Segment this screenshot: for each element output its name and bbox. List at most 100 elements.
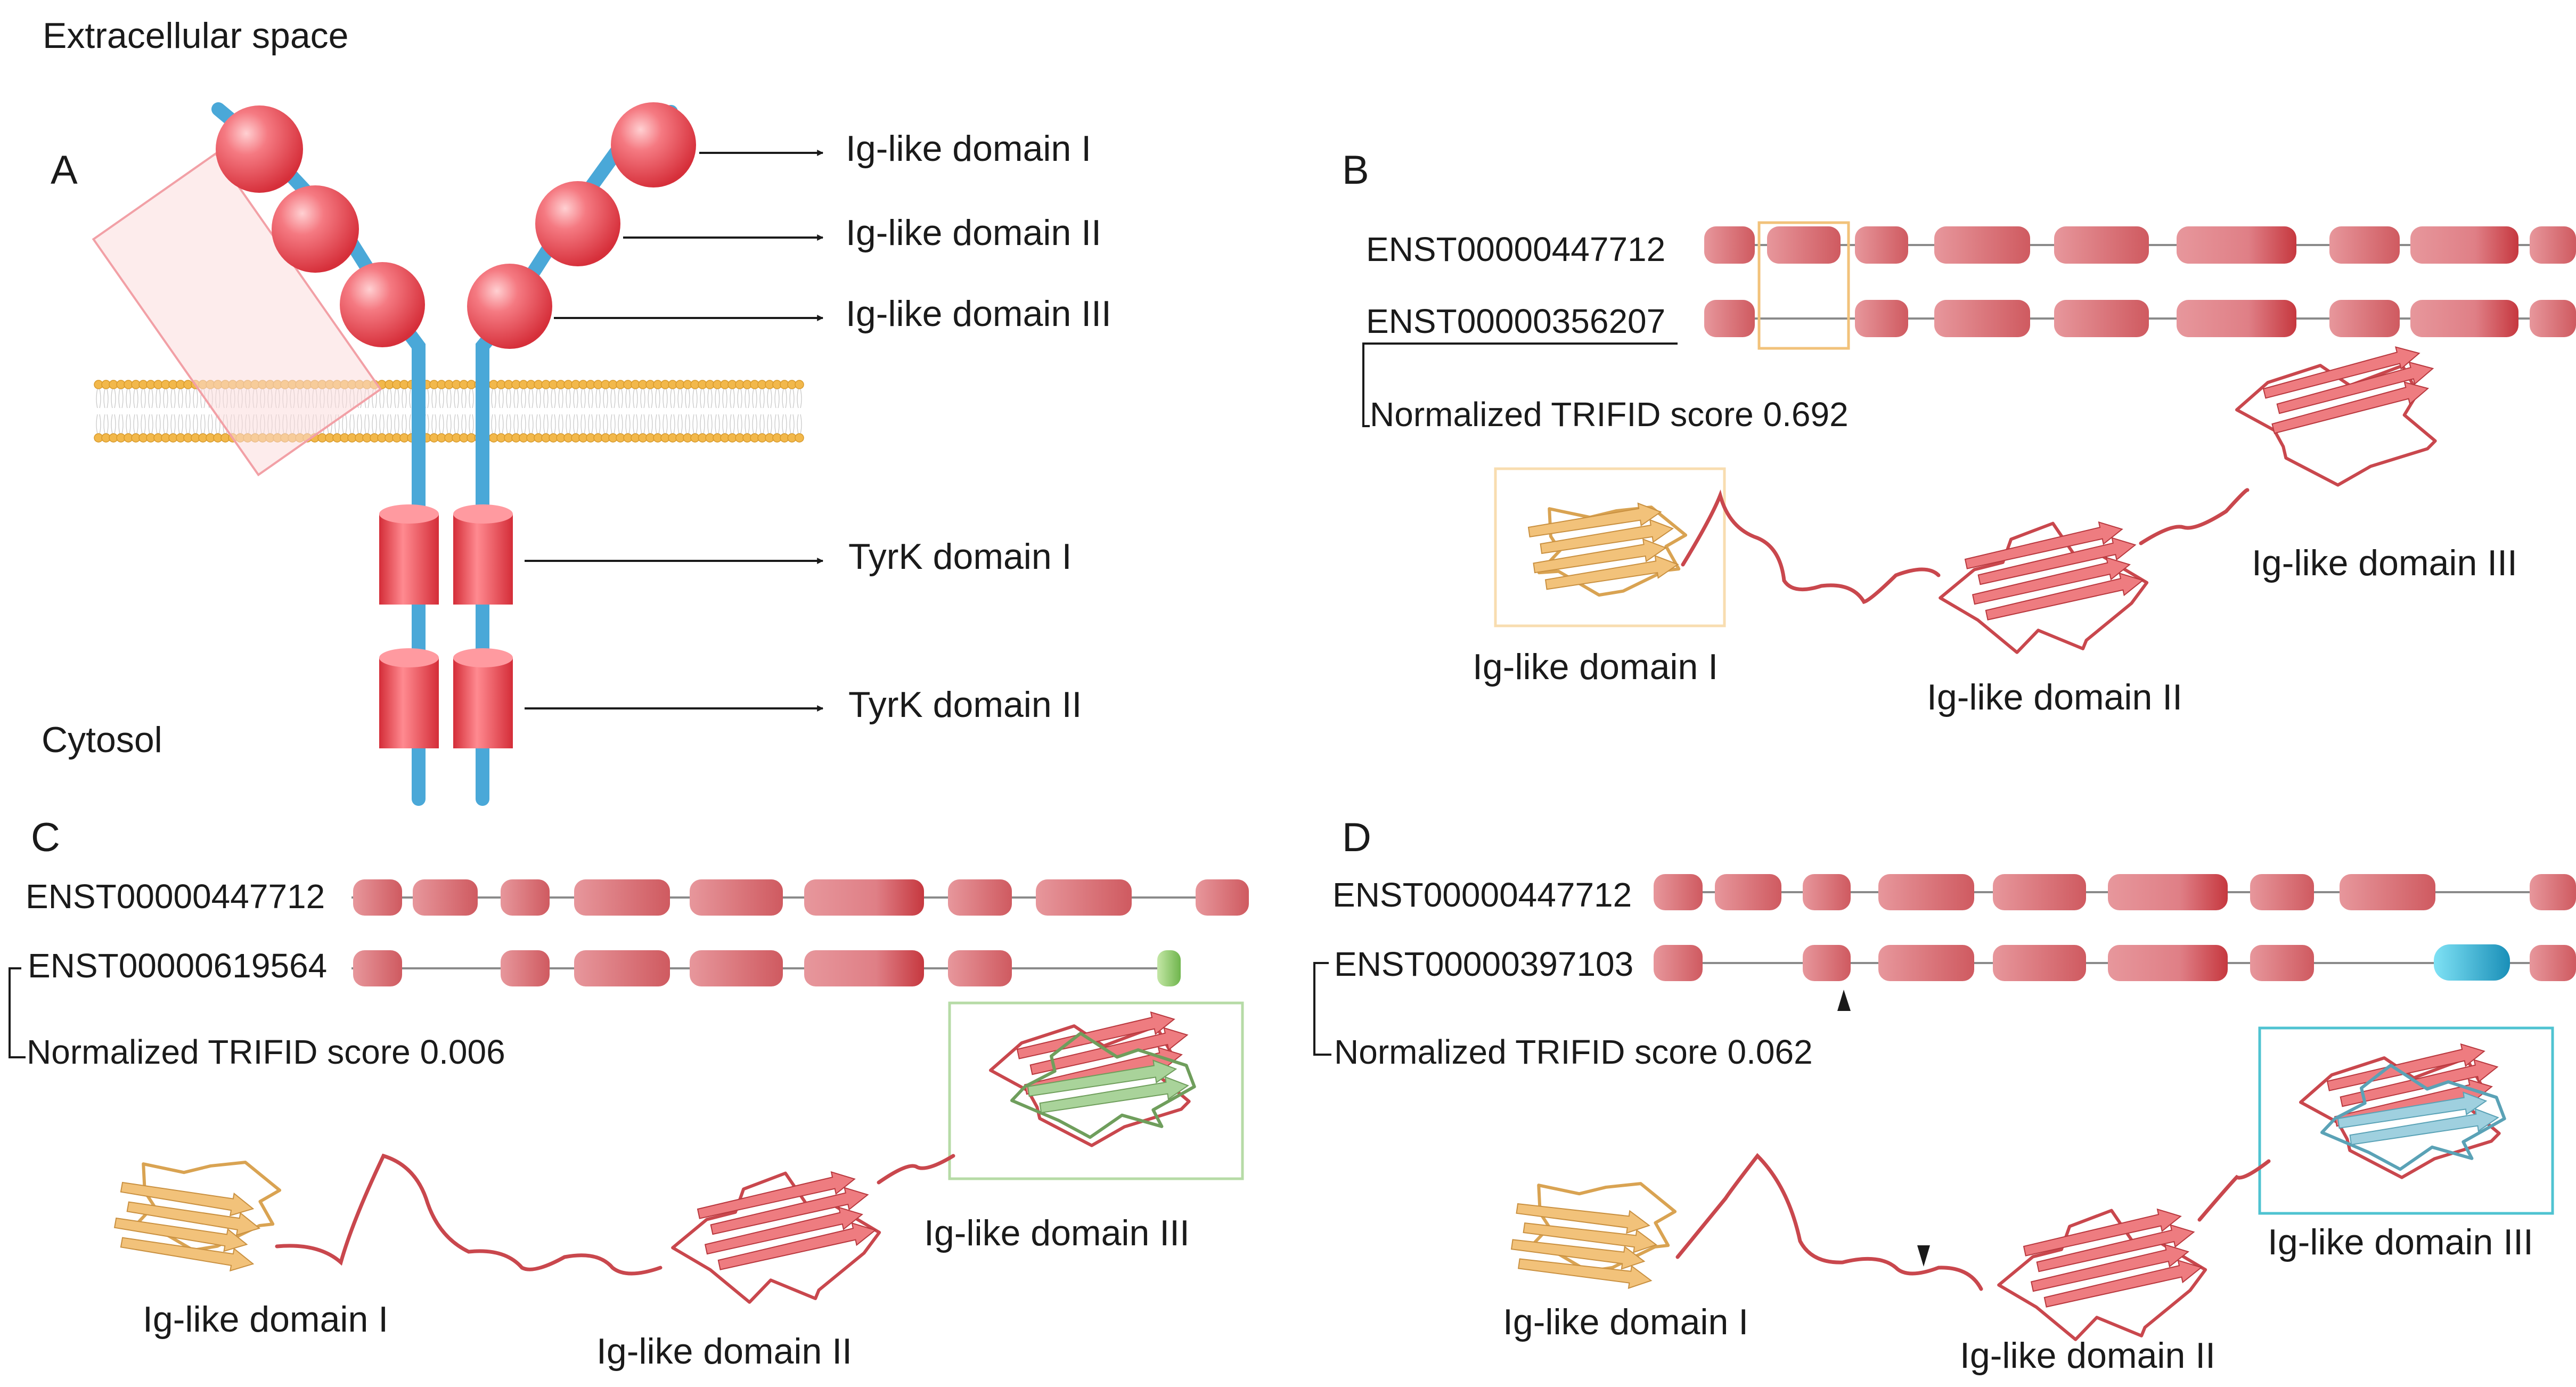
exon (574, 950, 670, 986)
panel-c-domain-iii-box (948, 1001, 1244, 1180)
panel-b-transcript-alt: ENST00000356207 (1366, 302, 1665, 340)
exon (2329, 300, 2400, 337)
exon (1993, 874, 2086, 910)
exon (690, 879, 783, 916)
panel-a-letter: A (51, 148, 78, 193)
label-tyrk-domain-2: TyrK domain II (848, 684, 1082, 725)
panel-a: Extracellular space A Cytosol (42, 15, 1111, 806)
panel-d-arrowhead-down (1917, 1245, 1930, 1267)
exon (1803, 945, 1851, 981)
panel-d-arrowhead-up (1837, 990, 1851, 1011)
exon (1993, 945, 2086, 981)
exon (1934, 226, 2030, 264)
panel-b-exon-highlight (1757, 221, 1850, 350)
panel-d-letter: D (1342, 815, 1371, 860)
panel-c: C ENST00000447712 ENST00000619564 Normal… (9, 815, 1249, 1372)
exon (1036, 879, 1132, 916)
panel-d-transcript-ref: ENST00000447712 (1332, 876, 1632, 914)
exon (2250, 945, 2314, 981)
exon (1934, 300, 2030, 337)
domain-highlight-box (92, 152, 382, 477)
panel-b-exons-ref (1704, 226, 2576, 264)
cytosol-label: Cytosol (42, 720, 162, 760)
panel-c-label-domain-1: Ig-like domain I (143, 1299, 388, 1340)
exon (1878, 945, 1974, 981)
exon (2530, 226, 2576, 264)
ig-ball-left-1 (216, 105, 303, 193)
panel-d-label-domain-2: Ig-like domain II (1960, 1335, 2215, 1376)
panel-c-label-domain-3: Ig-like domain III (924, 1213, 1190, 1253)
panel-d-structure (1510, 1043, 2506, 1341)
panel-b: B ENST00000447712 ENST00000356207 Normal… (1342, 148, 2576, 717)
exon (2108, 945, 2228, 981)
panel-d: D ENST00000447712 ENST00000397103 Normal… (1313, 815, 2576, 1376)
panel-d-transcript-alt: ENST00000397103 (1334, 945, 1633, 983)
exon (353, 950, 402, 986)
panel-d-exons-alt (1654, 945, 2576, 981)
exon (1855, 300, 1908, 337)
panel-b-letter: B (1342, 148, 1369, 193)
panel-c-transcript-ref: ENST00000447712 (26, 877, 325, 916)
panel-c-exons-alt (353, 950, 1012, 986)
panel-c-label-domain-2: Ig-like domain II (596, 1331, 852, 1372)
exon (1704, 226, 1755, 264)
exon (2250, 874, 2314, 910)
exon (690, 950, 783, 986)
exon (2530, 874, 2576, 910)
label-ig-domain-2: Ig-like domain II (846, 213, 1101, 253)
exon (501, 879, 550, 916)
panel-b-score: Normalized TRIFID score 0.692 (1370, 395, 1849, 434)
exon (353, 879, 402, 916)
exon (2530, 300, 2576, 337)
ig-ball-right-1 (611, 102, 696, 187)
panel-c-transcript-alt: ENST00000619564 (28, 947, 327, 985)
panel-d-label-domain-3: Ig-like domain III (2268, 1222, 2533, 1262)
panel-c-letter: C (31, 815, 60, 860)
exon (1196, 879, 1249, 916)
panel-b-label-domain-1: Ig-like domain I (1473, 647, 1718, 687)
exon (2177, 226, 2296, 264)
exon (2054, 226, 2149, 264)
exon (2177, 300, 2296, 337)
panel-d-score: Normalized TRIFID score 0.062 (1334, 1033, 1813, 1071)
ig-ball-left-3 (340, 262, 425, 347)
panel-c-exons-ref (353, 879, 1249, 916)
exon (2108, 874, 2228, 910)
ig-ball-right-2 (535, 181, 620, 266)
panel-d-cyan-exon (2434, 944, 2510, 981)
extracellular-space-label: Extracellular space (43, 15, 348, 56)
exon (2329, 226, 2400, 264)
exon (574, 879, 670, 916)
panel-b-label-domain-2: Ig-like domain II (1927, 677, 2182, 717)
panel-c-structure (113, 1011, 1196, 1304)
exon (2410, 226, 2518, 264)
exon (948, 879, 1012, 916)
label-ig-domain-1: Ig-like domain I (846, 128, 1091, 169)
exon (2530, 945, 2576, 981)
exon (2340, 874, 2435, 910)
panel-b-transcript-ref: ENST00000447712 (1366, 230, 1665, 268)
exon (413, 879, 478, 916)
exon (948, 950, 1012, 986)
panel-b-domain-i-box (1494, 467, 1726, 627)
exon (1767, 226, 1841, 264)
exon (2054, 300, 2149, 337)
panel-d-label-domain-1: Ig-like domain I (1503, 1302, 1748, 1342)
ig-ball-left-2 (272, 185, 359, 273)
exon (501, 950, 550, 986)
panel-c-green-exon (1157, 950, 1181, 986)
exon (1803, 874, 1851, 910)
panel-d-exons-ref (1654, 874, 2576, 910)
exon (804, 879, 924, 916)
panel-b-structure (1527, 346, 2437, 654)
ig-ball-right-3 (467, 264, 552, 349)
exon (1878, 874, 1974, 910)
exon (1654, 874, 1703, 910)
exon (1855, 226, 1908, 264)
panel-b-label-domain-3: Ig-like domain III (2252, 543, 2517, 583)
label-ig-domain-3: Ig-like domain III (846, 293, 1111, 334)
panel-c-score: Normalized TRIFID score 0.006 (27, 1033, 505, 1071)
label-tyrk-domain-1: TyrK domain I (848, 536, 1072, 577)
exon (1715, 874, 1781, 910)
